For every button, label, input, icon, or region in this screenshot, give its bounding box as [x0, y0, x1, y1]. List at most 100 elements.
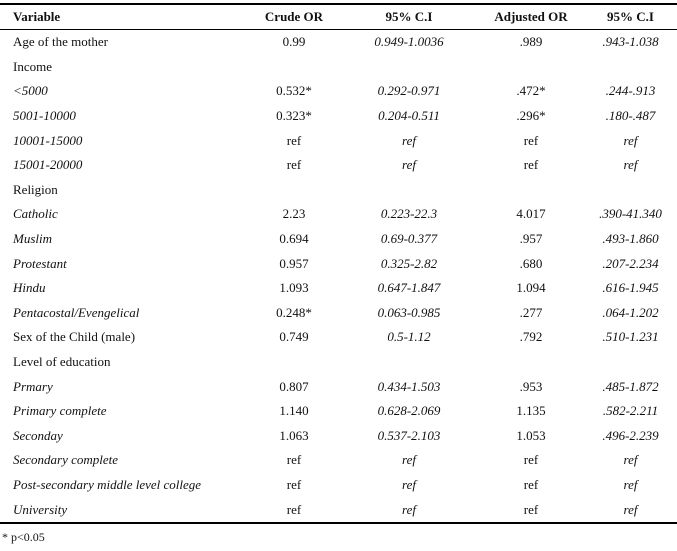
adjusted-or-cell	[478, 350, 584, 375]
crude-or-cell	[248, 55, 340, 80]
adjusted-or-cell: .953	[519, 378, 543, 394]
variable-cell: Muslim	[13, 231, 52, 247]
crude-ci-cell: ref	[402, 452, 416, 468]
header-adjusted-ci: 95% C.I	[607, 9, 654, 24]
variable-cell: Hindu	[13, 280, 46, 296]
table-row: Age of the mother 0.99 0.949-1.0036 .989 .94…	[0, 30, 677, 55]
adjusted-ci-cell: .616-1.945	[602, 280, 659, 296]
adjusted-or-cell: .989	[519, 34, 543, 50]
crude-ci-cell	[340, 178, 478, 203]
crude-ci-cell: ref	[402, 157, 416, 173]
crude-ci-cell: 0.949-1.0036	[374, 34, 444, 50]
adjusted-ci-cell: .180-.487	[605, 108, 656, 124]
variable-cell: Seconday	[13, 427, 63, 443]
table-row: Muslim 0.694 0.69-0.377 .957 .493-1.860	[0, 227, 677, 252]
adjusted-or-cell: ref	[523, 476, 539, 492]
adjusted-ci-cell: ref	[623, 501, 638, 517]
crude-ci-cell: 0.537-2.103	[377, 427, 441, 443]
crude-or-cell: 0.323*	[276, 108, 312, 124]
adjusted-or-cell	[478, 178, 584, 203]
adjusted-or-cell: .277	[519, 304, 543, 320]
variable-cell: 15001-20000	[13, 157, 83, 173]
adjusted-ci-cell: .207-2.234	[602, 255, 659, 271]
adjusted-or-cell: ref	[523, 132, 539, 148]
variable-cell: <5000	[13, 83, 48, 99]
table-row: Level of education	[0, 350, 677, 375]
table-row: 15001-20000 ref ref ref ref	[0, 153, 677, 178]
table-row: University ref ref ref ref	[0, 497, 677, 523]
adjusted-or-cell: .472*	[516, 83, 546, 99]
table-row: Hindu 1.093 0.647-1.847 1.094 .616-1.945	[0, 276, 677, 301]
crude-or-cell: 1.063	[279, 427, 309, 443]
odds-ratio-table: Variable Crude OR 95% C.I Adjusted OR 95…	[0, 3, 677, 524]
adjusted-ci-cell: .943-1.038	[602, 34, 659, 50]
crude-ci-cell	[340, 55, 478, 80]
header-variable: Variable	[13, 9, 61, 24]
crude-or-cell: ref	[286, 476, 302, 492]
adjusted-or-cell: .296*	[516, 108, 546, 124]
adjusted-ci-cell: .496-2.239	[602, 427, 659, 443]
adjusted-ci-cell: .493-1.860	[602, 231, 659, 247]
crude-ci-cell: 0.434-1.503	[377, 378, 441, 394]
adjusted-or-cell: 1.094	[516, 280, 546, 296]
crude-or-cell	[248, 178, 340, 203]
variable-cell: Protestant	[13, 255, 67, 271]
variable-cell: Catholic	[13, 206, 58, 222]
adjusted-or-cell: ref	[523, 452, 539, 468]
adjusted-ci-cell: ref	[623, 476, 638, 492]
header-crude-or: Crude OR	[264, 9, 324, 24]
table-row: Seconday 1.063 0.537-2.103 1.053 .496-2.239	[0, 424, 677, 449]
crude-or-cell: 0.532*	[276, 83, 312, 99]
adjusted-ci-cell: .582-2.211	[602, 403, 659, 419]
variable-cell: Prmary	[13, 378, 53, 394]
header-row: Variable Crude OR 95% C.I Adjusted OR 95…	[0, 4, 677, 30]
crude-ci-cell: 0.628-2.069	[377, 403, 441, 419]
crude-or-cell: 0.248*	[276, 304, 312, 320]
crude-ci-cell: 0.223-22.3	[380, 206, 438, 222]
crude-or-cell: 0.807	[279, 378, 309, 394]
variable-cell: Sex of the Child (male)	[13, 329, 136, 345]
adjusted-or-cell: ref	[523, 157, 539, 173]
table-row: Sex of the Child (male) 0.749 0.5-1.12 .792…	[0, 325, 677, 350]
crude-or-cell: 1.093	[279, 280, 309, 296]
header-crude-ci: 95% C.I	[385, 9, 433, 24]
variable-cell: Income	[13, 58, 52, 74]
variable-cell: 10001-15000	[13, 132, 83, 148]
footnote: * p<0.05	[2, 530, 45, 544]
crude-ci-cell: 0.647-1.847	[377, 280, 441, 296]
adjusted-ci-cell: .390-41.340	[599, 206, 662, 222]
table-row: Prmary 0.807 0.434-1.503 .953 .485-1.872	[0, 374, 677, 399]
variable-cell: Religion	[13, 181, 58, 197]
adjusted-ci-cell: ref	[623, 157, 638, 173]
adjusted-ci-cell: .064-1.202	[602, 304, 659, 320]
crude-or-cell: 2.23	[282, 206, 306, 222]
adjusted-or-cell	[478, 55, 584, 80]
adjusted-ci-cell: .510-1.231	[602, 329, 659, 345]
crude-or-cell: ref	[286, 132, 302, 148]
table-row: Post-secondary middle level college ref re…	[0, 473, 677, 498]
adjusted-or-cell: .957	[519, 231, 543, 247]
variable-cell: Post-secondary middle level college	[13, 476, 202, 492]
variable-cell: Pentacostal/Evengelical	[13, 304, 140, 320]
crude-ci-cell	[340, 350, 478, 375]
adjusted-ci-cell: .244-.913	[605, 83, 656, 99]
adjusted-or-cell: ref	[523, 501, 539, 517]
crude-or-cell: 1.140	[279, 403, 309, 419]
crude-ci-cell: 0.325-2.82	[380, 255, 438, 271]
crude-ci-cell: 0.292-0.971	[377, 83, 441, 99]
table-row: Secondary complete ref ref ref ref	[0, 448, 677, 473]
table-row: Catholic 2.23 0.223-22.3 4.017 .390-41.340	[0, 202, 677, 227]
table-row: Primary complete 1.140 0.628-2.069 1.135 .58…	[0, 399, 677, 424]
crude-or-cell: 0.957	[279, 255, 309, 271]
crude-or-cell	[248, 350, 340, 375]
variable-cell: University	[13, 501, 68, 517]
crude-or-cell: 0.694	[279, 231, 309, 247]
table-row: <5000 0.532* 0.292-0.971 .472* .244-.913	[0, 79, 677, 104]
crude-ci-cell: 0.063-0.985	[377, 304, 441, 320]
crude-or-cell: ref	[286, 452, 302, 468]
crude-ci-cell: 0.69-0.377	[380, 231, 438, 247]
table-row: 10001-15000 ref ref ref ref	[0, 128, 677, 153]
crude-or-cell: 0.99	[282, 34, 306, 50]
adjusted-or-cell: .680	[519, 255, 543, 271]
crude-ci-cell: 0.5-1.12	[387, 329, 431, 345]
